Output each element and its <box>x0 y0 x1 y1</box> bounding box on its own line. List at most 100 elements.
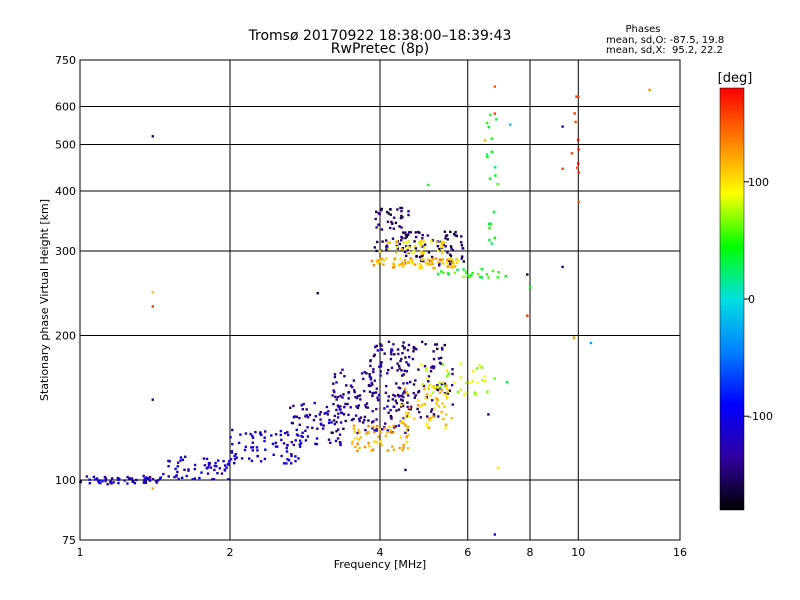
data-point <box>448 259 451 263</box>
data-point <box>488 238 491 242</box>
data-point <box>437 272 440 276</box>
data-point <box>213 464 217 468</box>
data-point <box>493 236 496 239</box>
data-point <box>345 384 348 387</box>
data-point <box>432 415 435 418</box>
data-point <box>424 262 428 265</box>
data-point <box>440 382 444 386</box>
data-point <box>444 423 448 426</box>
data-point <box>437 249 440 253</box>
data-point <box>251 436 255 439</box>
data-point <box>403 259 407 262</box>
data-point <box>176 465 179 468</box>
data-point <box>496 183 499 186</box>
data-point <box>402 443 405 446</box>
data-point <box>305 414 308 417</box>
data-point <box>400 369 403 372</box>
data-point <box>402 446 405 449</box>
data-point <box>390 417 393 420</box>
data-point <box>255 446 259 449</box>
data-point <box>438 248 441 251</box>
data-point <box>451 368 454 371</box>
data-point <box>233 461 236 465</box>
data-point <box>449 253 452 256</box>
data-point <box>292 443 295 447</box>
data-point <box>397 264 400 267</box>
data-point <box>491 269 495 273</box>
data-point <box>453 265 457 268</box>
data-point <box>446 251 449 254</box>
data-point <box>316 427 319 430</box>
data-point <box>383 407 386 410</box>
data-point <box>443 230 446 233</box>
data-point <box>377 262 380 265</box>
data-point <box>208 461 211 465</box>
data-point <box>235 456 238 459</box>
data-point <box>399 263 402 266</box>
data-point <box>209 466 213 469</box>
data-point <box>401 418 404 422</box>
y-axis-label: Stationary phase Virtual Height [km] <box>38 199 51 401</box>
data-point <box>343 375 346 378</box>
data-point <box>336 404 340 407</box>
data-point <box>351 440 354 443</box>
data-point <box>300 404 303 407</box>
data-point <box>439 356 443 360</box>
data-point <box>367 430 371 434</box>
data-point <box>385 384 388 388</box>
data-point <box>203 464 207 467</box>
data-point <box>357 404 360 407</box>
data-point <box>298 443 301 446</box>
data-point <box>496 276 499 279</box>
data-point <box>349 406 352 409</box>
data-point <box>359 436 363 439</box>
data-point <box>402 422 405 425</box>
data-point <box>231 442 234 446</box>
data-point <box>405 235 409 238</box>
data-point <box>406 349 410 352</box>
data-point <box>399 436 402 439</box>
data-point <box>371 410 374 413</box>
data-point <box>353 389 356 392</box>
data-point <box>383 352 386 355</box>
data-point <box>352 417 355 421</box>
data-point <box>151 291 154 294</box>
data-point <box>101 480 104 483</box>
data-point <box>451 372 454 376</box>
data-point <box>420 267 423 270</box>
data-point <box>304 429 307 432</box>
data-points <box>79 85 651 536</box>
data-point <box>401 351 404 355</box>
data-point <box>379 250 382 253</box>
data-point <box>393 258 396 261</box>
data-point <box>298 423 301 426</box>
data-point <box>449 245 453 248</box>
data-point <box>393 353 396 356</box>
data-point <box>434 343 437 346</box>
data-point <box>397 408 401 411</box>
data-point <box>483 380 487 383</box>
data-point <box>110 477 114 480</box>
data-point <box>422 251 425 254</box>
data-point <box>263 457 267 461</box>
data-point <box>375 429 378 432</box>
data-point <box>402 395 405 399</box>
data-point <box>431 262 434 265</box>
data-point <box>426 393 429 396</box>
data-point <box>450 265 453 268</box>
data-point <box>387 411 390 414</box>
data-point <box>506 380 509 384</box>
data-point <box>451 403 454 406</box>
data-point <box>453 271 456 274</box>
data-point <box>449 230 452 234</box>
data-point <box>405 429 408 433</box>
data-point <box>416 404 420 407</box>
data-point <box>436 245 440 248</box>
data-point <box>185 474 188 478</box>
data-point <box>450 417 453 420</box>
data-point <box>356 431 359 435</box>
data-point <box>480 268 483 271</box>
data-point <box>462 275 465 278</box>
x-tick-label: 8 <box>527 546 534 559</box>
data-point <box>174 467 177 471</box>
